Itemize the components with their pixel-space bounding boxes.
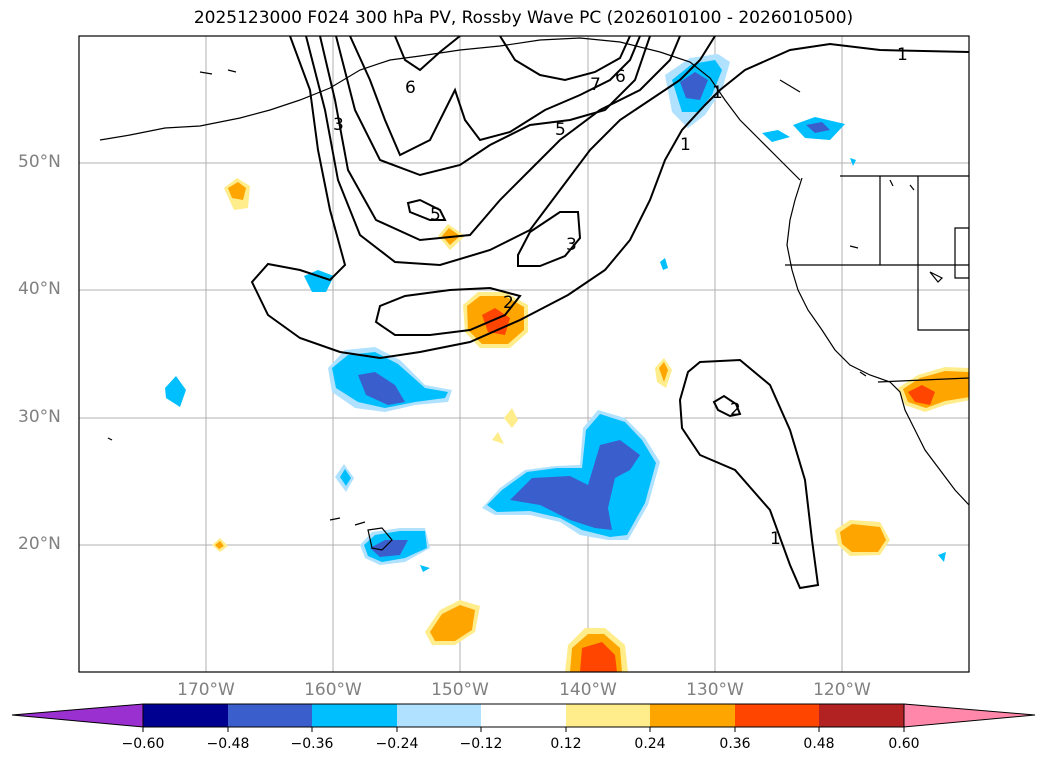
- lat-label: 20°N: [18, 534, 61, 554]
- anomaly-negative: [938, 552, 946, 562]
- colorbar-extend-low: [11, 703, 144, 728]
- anomaly-negative: [358, 372, 405, 405]
- pv-contour-5: [335, 36, 651, 177]
- lon-label: 140°W: [559, 680, 617, 700]
- pv-contour-1: [678, 358, 820, 590]
- colorbar-tick-label: 0.12: [550, 736, 582, 752]
- colorbar-segment: [819, 704, 904, 727]
- colorbar-segment: [397, 704, 481, 727]
- contour-label: 1: [770, 529, 781, 549]
- anomaly-negative: [340, 469, 351, 486]
- anomaly-negative: [165, 376, 186, 407]
- anomaly-positive: [228, 182, 246, 200]
- anomaly-negative: [660, 258, 668, 270]
- anomaly-negative: [850, 158, 856, 166]
- anomaly-positive: [659, 362, 668, 382]
- colorbar-tick-label: −0.12: [459, 736, 503, 752]
- contour-label: 1: [712, 83, 723, 103]
- anomaly-negative: [420, 565, 430, 572]
- contour-label: 6: [615, 67, 626, 87]
- anomaly-negative: [762, 130, 790, 142]
- colorbar-tick-label: 0.36: [719, 736, 751, 752]
- pv-contour-5: [406, 198, 447, 221]
- anomaly-negative: [510, 440, 640, 530]
- lat-label: 40°N: [18, 279, 61, 299]
- contour-label: 5: [555, 120, 566, 140]
- contour-label: 1: [897, 45, 908, 65]
- anomaly-negative: [304, 270, 334, 292]
- anomaly-negative: [332, 352, 448, 408]
- map-frame: [78, 35, 970, 673]
- contour-label: 1: [680, 135, 691, 155]
- colorbar-tick-label: −0.36: [290, 736, 334, 752]
- colorbar-tick-label: −0.60: [121, 736, 165, 752]
- contour-label: 2: [503, 293, 514, 313]
- lon-label: 170°W: [177, 680, 235, 700]
- anomaly-negative: [806, 122, 830, 133]
- coastlines: [99, 37, 969, 551]
- lon-label: 130°W: [686, 680, 744, 700]
- pv-contour-2: [374, 286, 522, 336]
- anomaly-positive: [504, 408, 518, 428]
- anomaly-positive: [215, 541, 224, 549]
- colorbar-extend-high: [903, 703, 1036, 728]
- gridlines: [79, 36, 969, 672]
- colorbar-segment: [650, 704, 735, 727]
- lat-label: 30°N: [18, 407, 61, 427]
- map-title: 2025123000 F024 300 hPa PV, Rossby Wave …: [193, 8, 854, 28]
- anomaly-negative: [680, 72, 708, 100]
- contour-label: 6: [405, 78, 416, 98]
- pv-contours: [250, 36, 969, 590]
- pv-contour-1: [250, 36, 969, 360]
- colorbar-tick-label: 0.48: [803, 736, 835, 752]
- colorbar-tick-label: 0.24: [634, 736, 666, 752]
- contour-label: 3: [333, 115, 344, 135]
- pv-contour-7: [394, 36, 461, 72]
- contour-label: 5: [430, 205, 441, 225]
- colorbar: [11, 703, 1036, 732]
- colorbar-segment: [143, 704, 228, 727]
- lon-label: 120°W: [813, 680, 871, 700]
- pv-contour-3: [517, 211, 582, 267]
- anomaly-positive: [492, 432, 504, 444]
- contour-label: 3: [566, 235, 577, 255]
- contour-label: 7: [590, 75, 601, 95]
- anomaly-fills: [165, 54, 969, 672]
- colorbar-tick-label: 0.60: [888, 736, 920, 752]
- colorbar-segment: [312, 704, 397, 727]
- contour-label: 2: [730, 400, 741, 420]
- lat-label: 50°N: [18, 152, 61, 172]
- colorbar-tick-label: −0.24: [375, 736, 419, 752]
- pv-contour-3: [319, 36, 681, 242]
- colorbar-segment: [481, 704, 566, 727]
- pv-contour-2: [712, 394, 742, 418]
- anomaly-positive: [580, 642, 617, 672]
- lon-label: 160°W: [304, 680, 362, 700]
- anomaly-positive: [840, 524, 886, 552]
- colorbar-segment: [735, 704, 819, 727]
- colorbar-segment: [228, 704, 312, 727]
- pv-contour-2: [305, 36, 716, 267]
- colorbar-segment: [566, 704, 650, 727]
- anomaly-positive: [908, 385, 935, 405]
- pv-contour-6: [349, 36, 641, 157]
- lon-label: 150°W: [431, 680, 489, 700]
- anomaly-negative: [370, 540, 408, 557]
- pv-contour-7: [499, 36, 631, 82]
- anomaly-positive: [430, 605, 475, 641]
- colorbar-tick-label: −0.48: [206, 736, 250, 752]
